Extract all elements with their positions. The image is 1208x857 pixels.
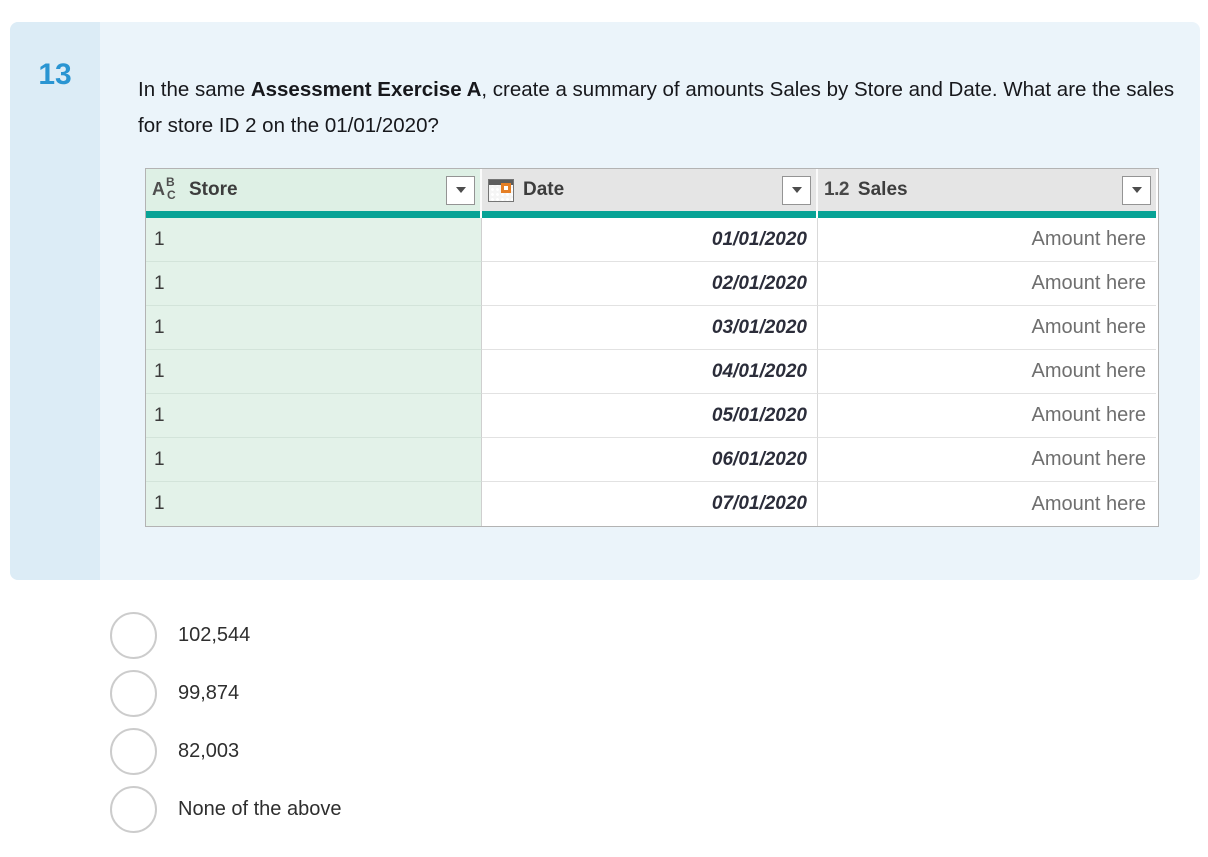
radio-button[interactable] <box>110 786 157 833</box>
cell-store: 1 <box>146 394 482 438</box>
cell-store: 1 <box>146 482 482 526</box>
table-row: 1 07/01/2020 Amount here <box>146 482 1158 526</box>
cell-sales: Amount here <box>818 350 1156 394</box>
radio-button[interactable] <box>110 612 157 659</box>
cell-sales: Amount here <box>818 482 1156 526</box>
question-number-strip <box>10 22 100 580</box>
table-row: 1 03/01/2020 Amount here <box>146 306 1158 350</box>
cell-store: 1 <box>146 306 482 350</box>
cell-date: 06/01/2020 <box>482 438 818 482</box>
question-text-bold: Assessment Exercise A <box>250 78 482 101</box>
cell-date: 03/01/2020 <box>482 306 818 350</box>
text-type-icon: A B C <box>152 175 176 202</box>
filter-dropdown-button-store[interactable] <box>446 175 475 205</box>
cell-sales: Amount here <box>818 218 1156 262</box>
radio-button[interactable] <box>110 670 157 717</box>
column-label-date: Date <box>523 179 565 200</box>
question-text: In the same Assessment Exercise A, creat… <box>138 72 1178 144</box>
cell-date: 01/01/2020 <box>482 218 818 262</box>
table-row: 1 06/01/2020 Amount here <box>146 438 1158 482</box>
cell-date: 05/01/2020 <box>482 394 818 438</box>
answer-option-4[interactable]: None of the above <box>110 786 341 833</box>
column-header-store[interactable]: A B C Store <box>146 169 482 211</box>
question-number: 13 <box>38 58 72 91</box>
cell-sales: Amount here <box>818 306 1156 350</box>
option-label[interactable]: None of the above <box>178 798 342 820</box>
calendar-icon <box>488 178 514 202</box>
cell-store: 1 <box>146 262 482 306</box>
answer-option-2[interactable]: 99,874 <box>110 670 341 717</box>
cell-store: 1 <box>146 438 482 482</box>
question-text-suffix: , create a summary of amounts Sales by S… <box>138 78 1175 137</box>
answer-options: 102,544 99,874 82,003 None of the above <box>110 612 341 833</box>
answer-option-3[interactable]: 82,003 <box>110 728 341 775</box>
cell-date: 04/01/2020 <box>482 350 818 394</box>
cell-sales: Amount here <box>818 394 1156 438</box>
cell-date: 07/01/2020 <box>482 482 818 526</box>
column-header-sales[interactable]: 1.2 Sales <box>818 169 1156 211</box>
chevron-down-icon <box>1131 187 1142 193</box>
table-body: 1 01/01/2020 Amount here 1 02/01/2020 Am… <box>146 218 1158 526</box>
option-label[interactable]: 99,874 <box>178 682 240 704</box>
table-header-row: A B C Store Date 1.2 <box>146 169 1158 211</box>
chevron-down-icon <box>455 187 466 193</box>
column-label-sales: Sales <box>857 179 908 200</box>
filter-dropdown-button-date[interactable] <box>782 175 811 205</box>
cell-sales: Amount here <box>818 438 1156 482</box>
column-header-date[interactable]: Date <box>482 169 818 211</box>
table-row: 1 04/01/2020 Amount here <box>146 350 1158 394</box>
chevron-down-icon <box>791 187 802 193</box>
option-label[interactable]: 82,003 <box>178 740 240 762</box>
question-text-prefix: In the same <box>138 78 251 101</box>
cell-store: 1 <box>146 350 482 394</box>
cell-date: 02/01/2020 <box>482 262 818 306</box>
question-card: 13 In the same Assessment Exercise A, cr… <box>10 22 1200 580</box>
filter-dropdown-button-sales[interactable] <box>1122 175 1151 205</box>
option-label[interactable]: 102,544 <box>178 624 251 646</box>
table-row: 1 02/01/2020 Amount here <box>146 262 1158 306</box>
header-accent-bar <box>146 211 1158 218</box>
table-row: 1 01/01/2020 Amount here <box>146 218 1158 262</box>
power-query-table: A B C Store Date 1.2 <box>145 168 1159 527</box>
column-label-store: Store <box>189 179 238 200</box>
radio-button[interactable] <box>110 728 157 775</box>
cell-sales: Amount here <box>818 262 1156 306</box>
answer-option-1[interactable]: 102,544 <box>110 612 341 659</box>
number-type-icon: 1.2 <box>824 179 849 200</box>
table-row: 1 05/01/2020 Amount here <box>146 394 1158 438</box>
cell-store: 1 <box>146 218 482 262</box>
